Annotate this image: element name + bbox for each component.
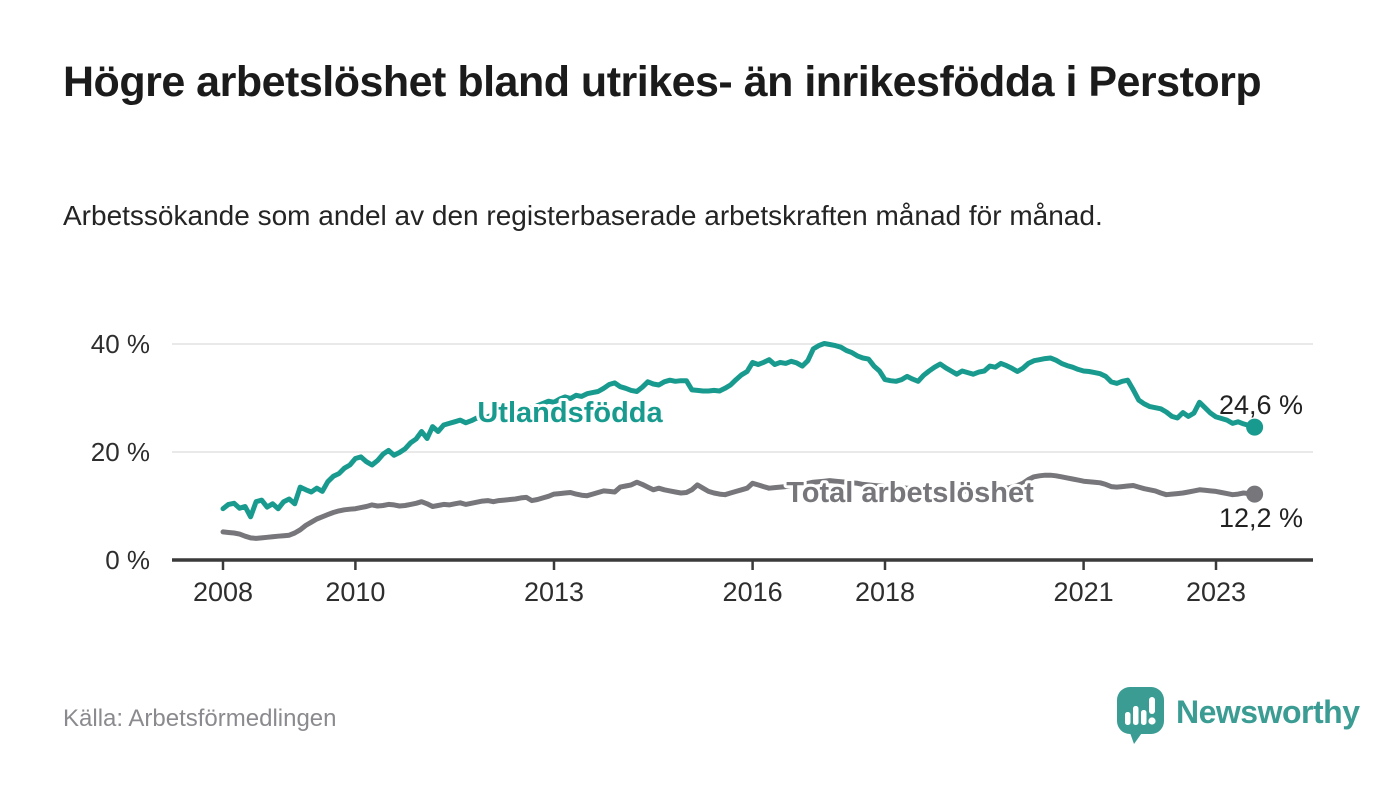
series-end-value-label: 12,2 % bbox=[1219, 503, 1303, 533]
y-tick-label: 0 % bbox=[105, 545, 150, 575]
newsworthy-logo-icon bbox=[1117, 687, 1164, 744]
series-end-dot bbox=[1246, 418, 1264, 436]
chart-subtitle: Arbetssökande som andel av den registerb… bbox=[63, 200, 1103, 231]
x-tick-label: 2016 bbox=[723, 577, 783, 607]
y-tick-label: 20 % bbox=[91, 437, 150, 467]
series-end-dot bbox=[1246, 485, 1264, 503]
x-tick-label: 2023 bbox=[1186, 577, 1246, 607]
newsworthy-logo: Newsworthy bbox=[1116, 686, 1360, 746]
series-end-value-label: 24,6 % bbox=[1219, 390, 1303, 420]
x-tick-label: 2021 bbox=[1054, 577, 1114, 607]
series-line-total bbox=[220, 472, 1258, 541]
series-label: Total arbetslöshet bbox=[786, 477, 1034, 509]
source-attribution: Källa: Arbetsförmedlingen bbox=[63, 705, 337, 732]
x-tick-label: 2018 bbox=[855, 577, 915, 607]
x-tick-label: 2010 bbox=[325, 577, 385, 607]
series-label: Utlandsfödda bbox=[477, 397, 663, 429]
series-line-utlandsfodda bbox=[220, 341, 1258, 520]
y-tick-label: 40 % bbox=[91, 329, 150, 359]
page-title: Högre arbetslöshet bland utrikes- än inr… bbox=[63, 58, 1262, 106]
newsworthy-logo-text: Newsworthy bbox=[1176, 693, 1360, 730]
x-tick-label: 2008 bbox=[193, 577, 253, 607]
x-tick-label: 2013 bbox=[524, 577, 584, 607]
